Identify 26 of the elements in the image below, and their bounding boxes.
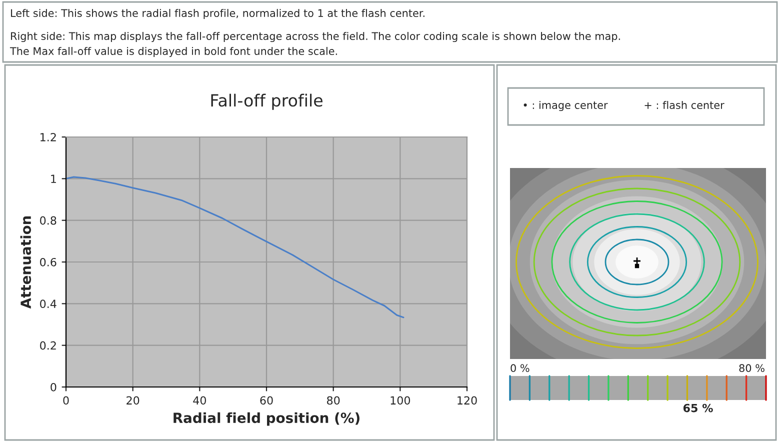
x-tick-label: 120 bbox=[458, 396, 477, 405]
line-series bbox=[66, 176, 404, 318]
y-tick-label: 1 bbox=[51, 174, 56, 183]
x-tick-label: 40 bbox=[193, 396, 206, 405]
x-tick-label: 80 bbox=[327, 396, 340, 405]
x-tick-label: 20 bbox=[126, 396, 140, 405]
y-tick-label: 1.2 bbox=[40, 132, 56, 142]
y-tick-label: 0.4 bbox=[40, 300, 56, 308]
y-tick-label: 0.6 bbox=[40, 258, 56, 266]
x-axis-title: Radial field position (%) bbox=[174, 412, 360, 426]
text: 80 % bbox=[739, 364, 764, 372]
text: Right side: This map displays the fall-off percentage across the field. The color coding scale is shown below the map. bbox=[11, 32, 620, 42]
chart-title: Fall-off profile bbox=[211, 94, 322, 110]
x-tick-label: 60 bbox=[260, 396, 273, 405]
text: • : image center bbox=[524, 100, 608, 112]
text: The Max fall-off value is displayed in bold font under the scale. bbox=[10, 46, 337, 58]
text: 65 % bbox=[683, 404, 713, 412]
x-tick-label: 0 bbox=[63, 396, 69, 405]
x-tick-label: 100 bbox=[390, 396, 410, 405]
y-axis-title: Attenuation bbox=[20, 216, 32, 309]
y-tick-label: 0.8 bbox=[40, 216, 56, 225]
y-tick-label: 0 bbox=[50, 382, 56, 392]
y-tick-label: 0.2 bbox=[40, 341, 56, 350]
text: + : flash center bbox=[644, 100, 724, 110]
text: 0 % bbox=[510, 364, 530, 372]
text: Left side: This shows the radial flash profile, normalized to 1 at the flash center. bbox=[11, 8, 424, 20]
